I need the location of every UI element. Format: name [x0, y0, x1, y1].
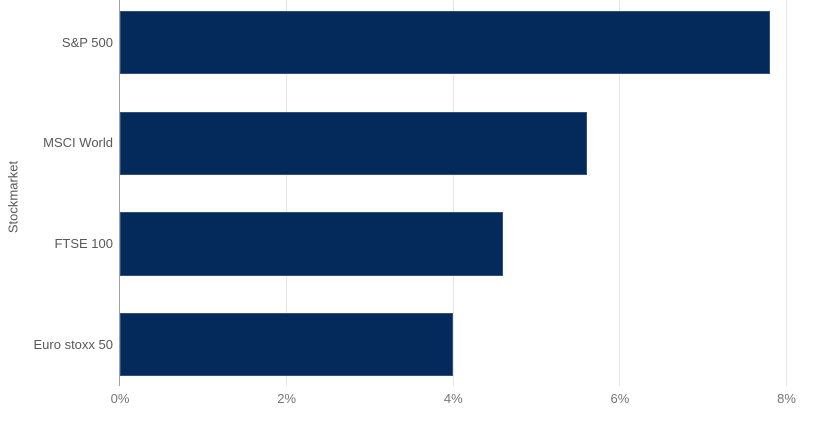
- category-label: Euro stoxx 50: [33, 336, 114, 352]
- x-gridline: [452, 0, 454, 386]
- x-tick-label: 4%: [443, 391, 463, 406]
- y-axis-title: Stockmarket: [5, 160, 21, 234]
- x-gridline: [786, 0, 787, 386]
- bar-msci-world: [120, 111, 587, 176]
- y-axis-line: [119, 0, 120, 386]
- x-tick-label: 0%: [110, 391, 130, 406]
- x-tick-label: 2%: [277, 391, 297, 406]
- x-gridline: [619, 0, 621, 386]
- category-label: FTSE 100: [54, 236, 113, 251]
- category-label: S&P 500: [61, 34, 113, 50]
- category-label: MSCI World: [43, 135, 113, 151]
- x-tick-label: 6%: [610, 391, 630, 406]
- x-tick-label: 8%: [777, 391, 796, 406]
- bar-euro-stoxx-50: [120, 312, 454, 377]
- bar-s-p-500: [120, 10, 770, 75]
- x-gridline: [286, 0, 288, 386]
- bar-ftse-100: [120, 212, 504, 276]
